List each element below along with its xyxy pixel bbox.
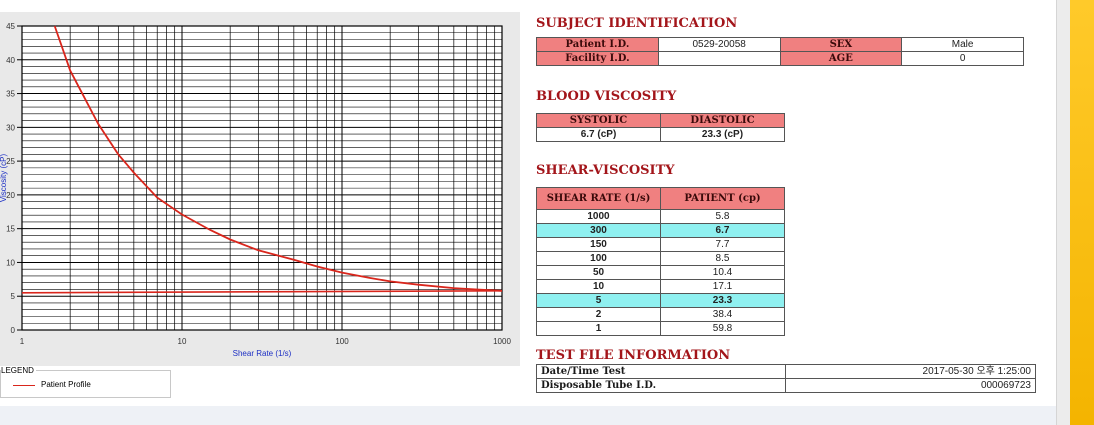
x-tick-label: 100 bbox=[335, 337, 349, 346]
viscosity-cell: 17.1 bbox=[660, 279, 785, 294]
table-row: 100 8.5 bbox=[536, 251, 785, 266]
plot-border bbox=[21, 25, 503, 331]
accent-side-bar bbox=[1070, 0, 1094, 425]
x-tick-label: 10 bbox=[178, 337, 187, 346]
table-row: 1 59.8 bbox=[536, 321, 785, 336]
shear-rate-cell: 50 bbox=[536, 265, 661, 280]
table-row: 10 17.1 bbox=[536, 279, 785, 294]
viscosity-cell: 23.3 bbox=[660, 293, 785, 308]
viscosity-cell: 10.4 bbox=[660, 265, 785, 280]
shear-rate-cell: 1000 bbox=[536, 209, 661, 224]
date-time-label: Date/Time Test bbox=[536, 364, 786, 379]
legend-item-patient-profile: Patient Profile bbox=[41, 380, 91, 389]
y-tick-label: 5 bbox=[11, 292, 16, 301]
table-row: 1000 5.8 bbox=[536, 209, 785, 224]
chart-svg: 0 5 10 15 20 25 30 35 40 45 1 10 100 1000 Shear Rate (… bbox=[0, 22, 511, 358]
facility-id-value bbox=[657, 51, 781, 66]
age-value: 0 bbox=[901, 51, 1024, 66]
sex-value: Male bbox=[901, 37, 1024, 52]
test-file-information-title: TEST FILE INFORMATION bbox=[536, 348, 731, 363]
x-tick-label: 1 bbox=[20, 337, 25, 346]
date-time-value: 2017-05-30 오후 1:25:00 bbox=[784, 364, 1037, 379]
y-tick-label: 30 bbox=[6, 123, 15, 132]
y-tick-label: 45 bbox=[6, 22, 15, 31]
shear-rate-cell: 150 bbox=[536, 237, 661, 252]
viscosity-cell: 59.8 bbox=[660, 321, 785, 336]
diastolic-label: DIASTOLIC bbox=[660, 113, 785, 128]
shear-viscosity-title: SHEAR-VISCOSITY bbox=[536, 163, 675, 178]
y-tick-label: 25 bbox=[6, 157, 15, 166]
systolic-label: SYSTOLIC bbox=[536, 113, 661, 128]
series-patient-profile bbox=[53, 25, 503, 292]
viscosity-cell: 6.7 bbox=[660, 223, 785, 238]
table-row: 50 10.4 bbox=[536, 265, 785, 280]
patient-id-value: 0529-20058 bbox=[657, 37, 781, 52]
viscosity-cell: 7.7 bbox=[660, 237, 785, 252]
x-axis-label: Shear Rate (1/s) bbox=[233, 349, 292, 358]
shear-rate-cell: 10 bbox=[536, 279, 661, 294]
chart-legend: LEGEND Patient Profile bbox=[0, 366, 171, 398]
table-row: 150 7.7 bbox=[536, 237, 785, 252]
viscosity-cell: 5.8 bbox=[660, 209, 785, 224]
plot-area bbox=[21, 25, 503, 331]
vertical-scrollbar[interactable] bbox=[1056, 0, 1070, 425]
shear-rate-cell: 1 bbox=[536, 321, 661, 336]
legend-swatch bbox=[13, 385, 35, 386]
table-row-highlighted: 300 6.7 bbox=[536, 223, 785, 238]
report-panel: 0 5 10 15 20 25 30 35 40 45 1 10 100 1000 Shear Rate (… bbox=[0, 0, 1056, 406]
shear-rate-header: SHEAR RATE (1/s) bbox=[536, 187, 661, 210]
subject-identification-title: SUBJECT IDENTIFICATION bbox=[536, 16, 738, 31]
patient-cp-header: PATIENT (cp) bbox=[660, 187, 785, 210]
shear-rate-cell: 2 bbox=[536, 307, 661, 322]
systolic-value: 6.7 (cP) bbox=[536, 127, 661, 142]
legend-title: LEGEND bbox=[1, 366, 36, 375]
sex-label: SEX bbox=[779, 37, 903, 52]
shear-rate-cell: 5 bbox=[536, 293, 661, 308]
test-file-table: Date/Time Test 2017-05-30 오후 1:25:00 Dis… bbox=[536, 364, 1037, 393]
viscosity-chart: 0 5 10 15 20 25 30 35 40 45 1 10 100 1000 Shear Rate (… bbox=[0, 12, 520, 366]
facility-id-label: Facility I.D. bbox=[536, 51, 659, 66]
disposable-tube-value: 000069723 bbox=[784, 378, 1037, 393]
y-tick-label: 10 bbox=[6, 258, 15, 267]
report-details: SUBJECT IDENTIFICATION Patient I.D. 0529… bbox=[536, 0, 1046, 406]
blood-viscosity-title: BLOOD VISCOSITY bbox=[536, 89, 677, 104]
viscosity-cell: 38.4 bbox=[660, 307, 785, 322]
shear-rate-cell: 300 bbox=[536, 223, 661, 238]
age-label: AGE bbox=[779, 51, 903, 66]
blood-viscosity-table: SYSTOLIC DIASTOLIC 6.7 (cP) 23.3 (cP) bbox=[536, 113, 785, 142]
disposable-tube-label: Disposable Tube I.D. bbox=[536, 378, 786, 393]
y-tick-label: 0 bbox=[11, 326, 16, 335]
y-axis-label: Viscosity (cP) bbox=[0, 154, 8, 203]
patient-id-label: Patient I.D. bbox=[536, 37, 659, 52]
viscosity-cell: 8.5 bbox=[660, 251, 785, 266]
series-baseline bbox=[21, 289, 503, 294]
y-tick-label: 35 bbox=[6, 90, 15, 99]
table-row: 2 38.4 bbox=[536, 307, 785, 322]
shear-rate-cell: 100 bbox=[536, 251, 661, 266]
shear-viscosity-table: SHEAR RATE (1/s) PATIENT (cp) 1000 5.8 30… bbox=[536, 187, 785, 336]
y-tick-label: 40 bbox=[6, 56, 15, 65]
y-tick-label: 20 bbox=[6, 191, 15, 200]
table-row-highlighted: 5 23.3 bbox=[536, 293, 785, 308]
diastolic-value: 23.3 (cP) bbox=[660, 127, 785, 142]
subject-table: Patient I.D. 0529-20058 SEX Male Facilit… bbox=[536, 37, 1024, 66]
y-tick-label: 15 bbox=[6, 225, 15, 234]
x-tick-label: 1000 bbox=[493, 337, 511, 346]
